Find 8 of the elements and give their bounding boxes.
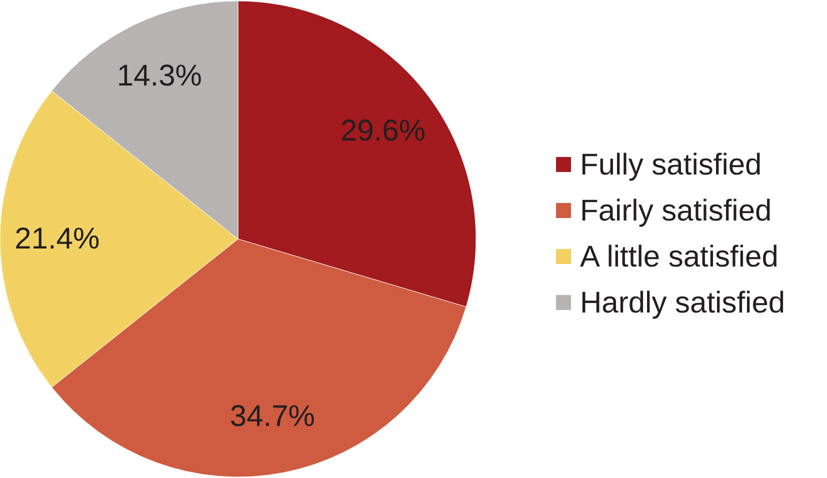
legend-label: Fully satisfied bbox=[580, 148, 762, 182]
legend-label: Hardly satisfied bbox=[580, 286, 786, 320]
data-label: 29.6% bbox=[340, 114, 426, 148]
data-label: 34.7% bbox=[230, 400, 315, 434]
legend-label: Fairly satisfied bbox=[580, 194, 772, 228]
data-label: 14.3% bbox=[116, 60, 202, 93]
legend-label: A little satisfied bbox=[580, 240, 778, 274]
data-label: 21.4% bbox=[14, 222, 100, 256]
